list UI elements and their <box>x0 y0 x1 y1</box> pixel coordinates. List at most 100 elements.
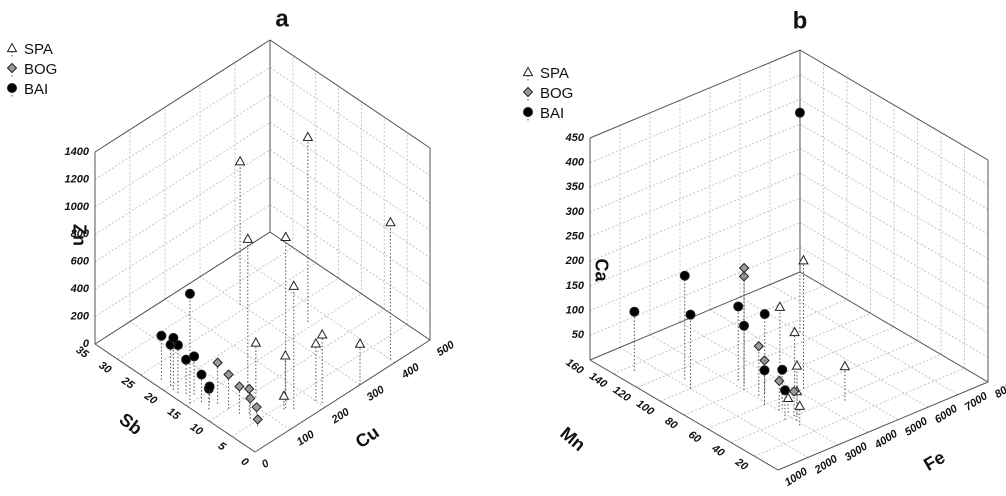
z-tick-label: 300 <box>566 206 585 218</box>
grid-line <box>730 354 942 443</box>
chart-title: b <box>793 7 808 34</box>
y-tick-label: 60 <box>686 429 704 446</box>
point <box>774 301 786 311</box>
legend-label: BOG <box>24 61 57 78</box>
point <box>759 309 770 320</box>
y-tick-label: 80 <box>663 415 681 432</box>
legend-marker <box>6 62 18 74</box>
x-tick-label: 4000 <box>872 427 901 451</box>
axis-label: Sb <box>116 409 146 439</box>
y-tick-label: 5 <box>216 440 229 454</box>
point <box>316 328 328 339</box>
grid-line <box>636 299 848 388</box>
point <box>279 349 291 360</box>
legend-label: BAI <box>540 105 564 122</box>
z-tick-label: 400 <box>565 157 585 169</box>
grid-line <box>269 204 431 313</box>
z-tick-label: 100 <box>566 305 585 317</box>
point <box>839 360 851 371</box>
legend-label: SPA <box>24 41 53 58</box>
grid-line <box>94 67 271 180</box>
point <box>189 351 200 362</box>
axis-edge <box>589 49 801 139</box>
grid-line <box>799 172 989 284</box>
axis-edge <box>94 231 271 345</box>
point <box>733 301 744 312</box>
grid-line <box>234 253 396 363</box>
y-tick-label: 30 <box>96 359 114 376</box>
y-tick-label: 20 <box>141 390 159 408</box>
point <box>234 381 245 392</box>
point <box>759 365 770 376</box>
legend-label: SPA <box>540 65 569 82</box>
point <box>354 338 366 348</box>
point <box>280 231 292 241</box>
axis-label: Mn <box>556 423 589 455</box>
axis-edge <box>269 39 431 149</box>
y-tick-label: 120 <box>611 384 634 405</box>
point <box>798 254 809 265</box>
point <box>245 393 256 404</box>
grid-line <box>799 197 989 309</box>
grid-line <box>94 121 271 235</box>
legend-label: BOG <box>540 85 573 102</box>
grid-line <box>117 247 294 360</box>
grid-line <box>707 340 918 430</box>
point <box>288 280 300 290</box>
grid-line <box>186 293 362 407</box>
grid-line <box>589 246 801 336</box>
z-tick-label: 800 <box>71 228 90 240</box>
point <box>738 271 750 282</box>
grid-line <box>589 74 801 164</box>
grid-line <box>589 197 801 287</box>
axis-edge <box>777 381 989 471</box>
x-tick-label: 0 <box>260 457 272 471</box>
legend-marker <box>522 66 534 77</box>
y-tick-label: 10 <box>188 421 206 438</box>
x-tick-label: 3000 <box>843 440 871 464</box>
point <box>685 309 696 320</box>
z-tick-label: 250 <box>565 231 585 243</box>
z-tick-label: 150 <box>566 280 585 292</box>
legend-marker <box>522 86 534 98</box>
x-tick-label: 2000 <box>812 453 841 477</box>
grid-line <box>589 172 801 262</box>
point <box>753 340 764 352</box>
point <box>184 288 195 299</box>
point <box>385 216 396 227</box>
point <box>788 386 800 397</box>
grid-line <box>231 324 408 437</box>
z-tick-label: 1000 <box>65 201 90 213</box>
point <box>310 337 322 348</box>
z-tick-label: 200 <box>565 255 585 267</box>
grid-line <box>269 149 431 259</box>
z-tick-label: 50 <box>572 329 585 341</box>
z-tick-label: 200 <box>70 310 90 322</box>
axis-edge <box>799 49 989 161</box>
chart-title: a <box>275 5 289 32</box>
grid-line <box>589 222 801 312</box>
grid-line <box>739 296 929 408</box>
x-tick-label: 6000 <box>933 402 961 426</box>
point <box>629 306 640 317</box>
point <box>791 359 803 370</box>
axis-label: Fe <box>920 447 948 475</box>
grid-line <box>209 308 385 422</box>
point <box>679 270 690 281</box>
z-tick-label: 450 <box>565 132 585 144</box>
point <box>250 336 262 347</box>
axis-edge <box>269 231 431 341</box>
x-tick-label: 200 <box>329 406 353 427</box>
grid-line <box>613 285 824 375</box>
grid-line <box>799 74 989 186</box>
grid-line <box>589 148 801 238</box>
x-tick-label: 300 <box>365 383 388 404</box>
y-tick-label: 15 <box>165 406 183 423</box>
y-tick-label: 25 <box>118 374 136 392</box>
legend-marker <box>6 42 18 53</box>
grid-line <box>269 94 431 204</box>
point <box>782 392 794 402</box>
point <box>789 326 800 337</box>
x-tick-label: 400 <box>399 361 423 382</box>
